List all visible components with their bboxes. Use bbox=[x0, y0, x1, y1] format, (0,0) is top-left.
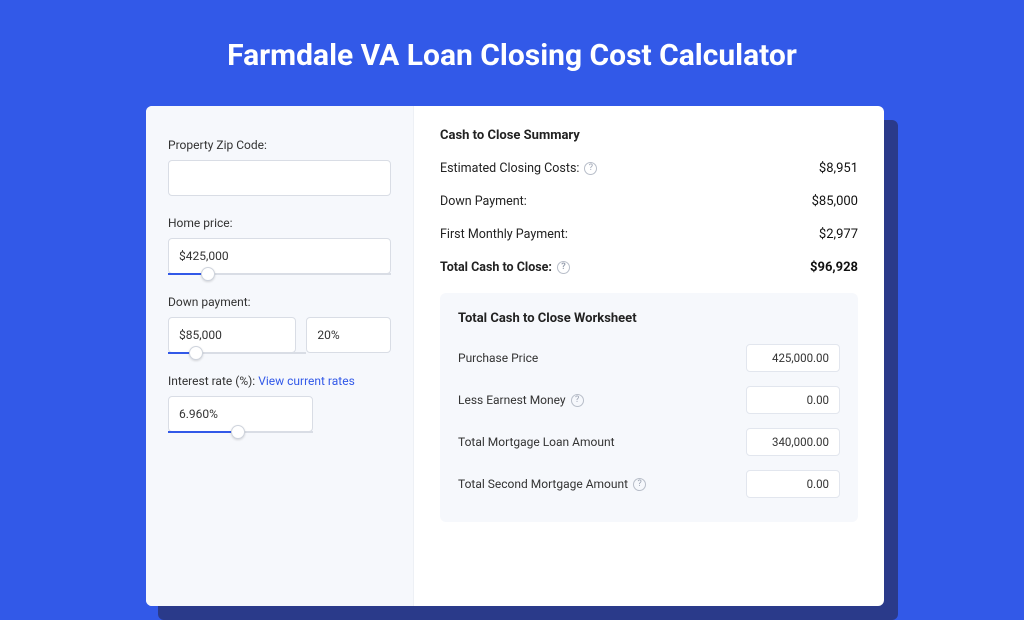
worksheet-label: Less Earnest Money bbox=[458, 393, 566, 407]
worksheet-row-second-mortgage: Total Second Mortgage Amount ? 0.00 bbox=[458, 470, 840, 498]
summary-total-value: $96,928 bbox=[810, 260, 858, 275]
summary-row-down-payment: Down Payment: $85,000 bbox=[440, 194, 858, 209]
view-rates-link[interactable]: View current rates bbox=[258, 374, 355, 388]
summary-panel: Cash to Close Summary Estimated Closing … bbox=[414, 106, 884, 606]
down-payment-label: Down payment: bbox=[168, 295, 391, 309]
calculator-card: Property Zip Code: Home price: Down paym… bbox=[146, 106, 884, 606]
help-icon[interactable]: ? bbox=[571, 394, 584, 407]
summary-label-text: Down Payment: bbox=[440, 194, 527, 209]
interest-rate-slider-thumb[interactable] bbox=[231, 425, 245, 439]
down-payment-slider[interactable] bbox=[168, 352, 306, 354]
help-icon[interactable]: ? bbox=[633, 478, 646, 491]
summary-label-text: Estimated Closing Costs: bbox=[440, 161, 579, 176]
summary-row-closing-costs: Estimated Closing Costs: ? $8,951 bbox=[440, 161, 858, 176]
interest-rate-slider-fill bbox=[168, 431, 238, 433]
zip-label: Property Zip Code: bbox=[168, 138, 391, 152]
worksheet-label: Total Mortgage Loan Amount bbox=[458, 435, 615, 449]
help-icon[interactable]: ? bbox=[557, 261, 570, 274]
home-price-group: Home price: bbox=[168, 216, 391, 275]
inputs-panel: Property Zip Code: Home price: Down paym… bbox=[146, 106, 414, 606]
help-icon[interactable]: ? bbox=[584, 162, 597, 175]
worksheet-label: Purchase Price bbox=[458, 351, 538, 365]
worksheet-row-mortgage-amount: Total Mortgage Loan Amount 340,000.00 bbox=[458, 428, 840, 456]
summary-value: $85,000 bbox=[812, 194, 858, 209]
worksheet-value: 340,000.00 bbox=[746, 428, 840, 456]
worksheet-value: 0.00 bbox=[746, 386, 840, 414]
summary-label-text: First Monthly Payment: bbox=[440, 227, 568, 242]
interest-rate-label-text: Interest rate (%): bbox=[168, 374, 255, 388]
summary-title: Cash to Close Summary bbox=[440, 128, 858, 143]
worksheet-row-earnest-money: Less Earnest Money ? 0.00 bbox=[458, 386, 840, 414]
interest-rate-label: Interest rate (%): View current rates bbox=[168, 374, 391, 388]
summary-total-label: Total Cash to Close: bbox=[440, 260, 552, 275]
home-price-label: Home price: bbox=[168, 216, 391, 230]
zip-input[interactable] bbox=[168, 160, 391, 196]
home-price-slider[interactable] bbox=[168, 273, 391, 275]
home-price-input[interactable] bbox=[168, 238, 391, 274]
worksheet-value: 0.00 bbox=[746, 470, 840, 498]
down-payment-amount-input[interactable] bbox=[168, 317, 296, 353]
summary-value: $8,951 bbox=[819, 161, 858, 176]
down-payment-percent-input[interactable] bbox=[306, 317, 391, 353]
down-payment-slider-thumb[interactable] bbox=[189, 346, 203, 360]
interest-rate-slider[interactable] bbox=[168, 431, 313, 433]
worksheet-card: Total Cash to Close Worksheet Purchase P… bbox=[440, 293, 858, 522]
worksheet-title: Total Cash to Close Worksheet bbox=[458, 311, 840, 326]
zip-group: Property Zip Code: bbox=[168, 138, 391, 196]
page-title: Farmdale VA Loan Closing Cost Calculator bbox=[0, 0, 1024, 101]
interest-rate-group: Interest rate (%): View current rates bbox=[168, 374, 391, 433]
home-price-slider-thumb[interactable] bbox=[201, 267, 215, 281]
worksheet-row-purchase-price: Purchase Price 425,000.00 bbox=[458, 344, 840, 372]
down-payment-group: Down payment: bbox=[168, 295, 391, 354]
summary-row-first-payment: First Monthly Payment: $2,977 bbox=[440, 227, 858, 242]
worksheet-value: 425,000.00 bbox=[746, 344, 840, 372]
summary-value: $2,977 bbox=[819, 227, 858, 242]
summary-row-total: Total Cash to Close: ? $96,928 bbox=[440, 260, 858, 275]
worksheet-label: Total Second Mortgage Amount bbox=[458, 477, 628, 491]
